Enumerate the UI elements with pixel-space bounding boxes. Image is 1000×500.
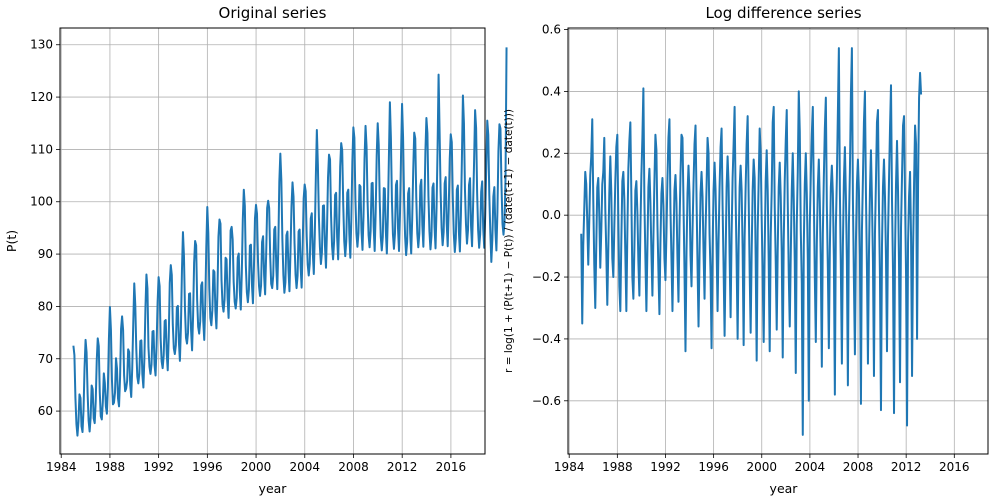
right-x-tick-label: 2012 [891, 460, 922, 474]
right-y-tick-label: 0.6 [542, 23, 561, 37]
left-y-tick-label: 80 [38, 299, 53, 313]
left-x-tick-label: 2008 [338, 460, 369, 474]
right-x-axis-label: year [770, 481, 799, 496]
right-y-tick-label: −0.2 [532, 270, 561, 284]
right-x-tick-label: 1996 [698, 460, 729, 474]
right-x-tick-label: 2000 [746, 460, 777, 474]
left-x-tick-label: 1988 [95, 460, 126, 474]
left-x-tick-label: 1984 [46, 460, 77, 474]
right-series-line [580, 47, 923, 436]
right-chart-title: Log difference series [705, 4, 861, 22]
left-y-tick-label: 100 [30, 195, 53, 209]
right-y-tick-label: 0.2 [542, 146, 561, 160]
right-panel: Log difference series 1984 1988 1992 1996 20… [503, 4, 989, 496]
right-y-tick-label: −0.6 [532, 394, 561, 408]
right-axes-frame [567, 27, 989, 455]
right-y-axis-label: r = log(1 + (P(t+1) − P(t)) / (date(t+1)… [503, 109, 515, 373]
left-y-tick-label: 60 [38, 404, 53, 418]
right-y-tick-label: 0.0 [542, 208, 561, 222]
left-panel: Original series 1984 1988 1992 1996 2000 2004… [4, 4, 508, 496]
left-x-axis-label: year [259, 481, 288, 496]
right-x-tick-label: 1988 [602, 460, 633, 474]
left-y-tick-label: 120 [30, 90, 53, 104]
left-series-line [72, 47, 508, 437]
left-x-tick-label: 2012 [387, 460, 418, 474]
left-y-tick-label: 90 [38, 247, 53, 261]
left-x-tick-label: 1992 [143, 460, 174, 474]
left-x-tick-label: 2000 [241, 460, 272, 474]
left-y-tick-label: 130 [30, 38, 53, 52]
left-x-tick-label: 2004 [289, 460, 320, 474]
right-x-tick-label: 2004 [795, 460, 826, 474]
left-chart-title: Original series [219, 4, 327, 22]
right-y-tick-label: 0.4 [542, 84, 561, 98]
left-y-tick-label: 70 [38, 352, 53, 366]
right-y-tick-label: −0.4 [532, 332, 561, 346]
left-axes-frame [59, 27, 486, 455]
right-x-tick-label: 2008 [843, 460, 874, 474]
left-ticks: 1984 1988 1992 1996 2000 2004 2008 2012 2016 60 70… [30, 38, 466, 474]
left-x-tick-label: 1996 [192, 460, 223, 474]
right-x-tick-label: 1992 [650, 460, 681, 474]
right-ticks: 1984 1988 1992 1996 2000 2004 2008 2012 2016 −0.6… [532, 23, 970, 474]
left-y-tick-label: 110 [30, 142, 53, 156]
right-x-tick-label: 2016 [939, 460, 970, 474]
right-x-tick-label: 1984 [554, 460, 585, 474]
left-x-tick-label: 2016 [436, 460, 467, 474]
left-y-axis-label: P(t) [4, 230, 19, 252]
